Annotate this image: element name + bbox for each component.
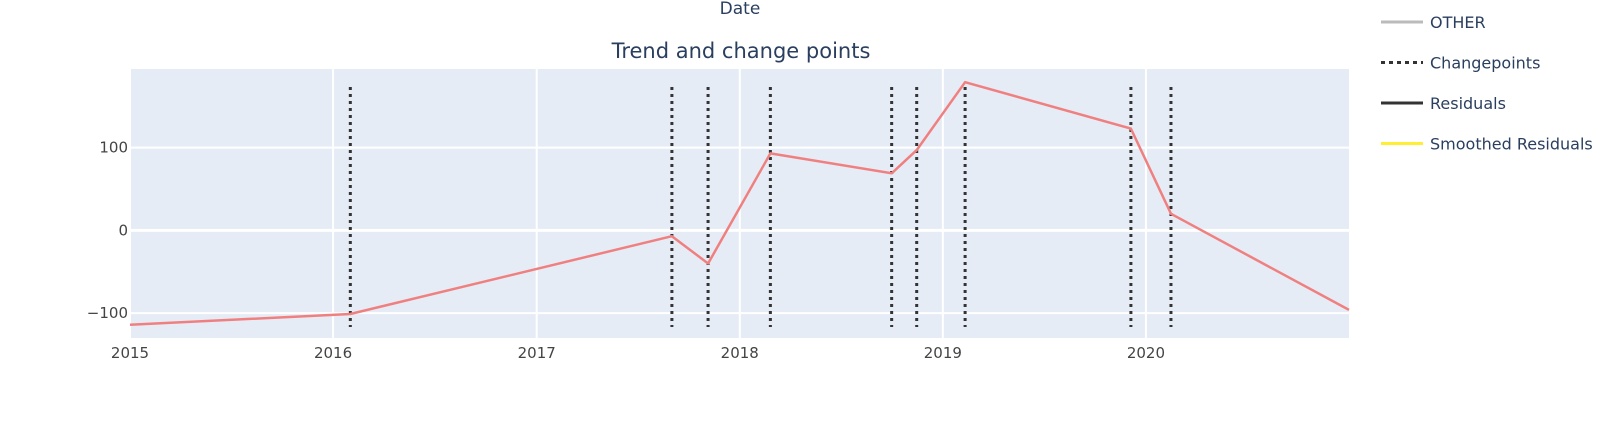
legend-label: OTHER <box>1430 13 1486 32</box>
legend-label: Smoothed Residuals <box>1430 135 1593 154</box>
legend-item[interactable]: Smoothed Residuals <box>1381 135 1593 154</box>
y-tick-label: −100 <box>87 304 128 322</box>
legend-label: Residuals <box>1430 94 1506 113</box>
x-tick-label: 2016 <box>314 344 352 362</box>
grid-lines <box>129 69 1349 338</box>
x-tick-label: 2017 <box>518 344 556 362</box>
trend-line <box>129 80 1350 327</box>
x-tick-label: 2020 <box>1127 344 1165 362</box>
y-tick-label: 100 <box>99 139 128 157</box>
x-tick-label: 2015 <box>111 344 149 362</box>
legend-item[interactable]: Changepoints <box>1381 54 1540 73</box>
legend-item[interactable]: Residuals <box>1381 94 1506 113</box>
top-axis-label: Date <box>720 0 761 19</box>
x-tick-label: 2018 <box>721 344 759 362</box>
y-tick-label: 0 <box>118 221 128 239</box>
axis-ticks: 2015 2016 2017 2018 2019 2020 −100 0 100 <box>87 139 1165 362</box>
legend[interactable]: OTHER Changepoints Residuals Smoothed Resid… <box>1381 13 1593 154</box>
series-lines <box>129 80 1350 327</box>
x-tick-label: 2019 <box>924 344 962 362</box>
legend-label: Changepoints <box>1430 54 1540 73</box>
legend-item[interactable]: OTHER <box>1381 13 1486 32</box>
changepoint-lines <box>348 87 1173 327</box>
chart-title: Trend and change points <box>611 39 871 63</box>
